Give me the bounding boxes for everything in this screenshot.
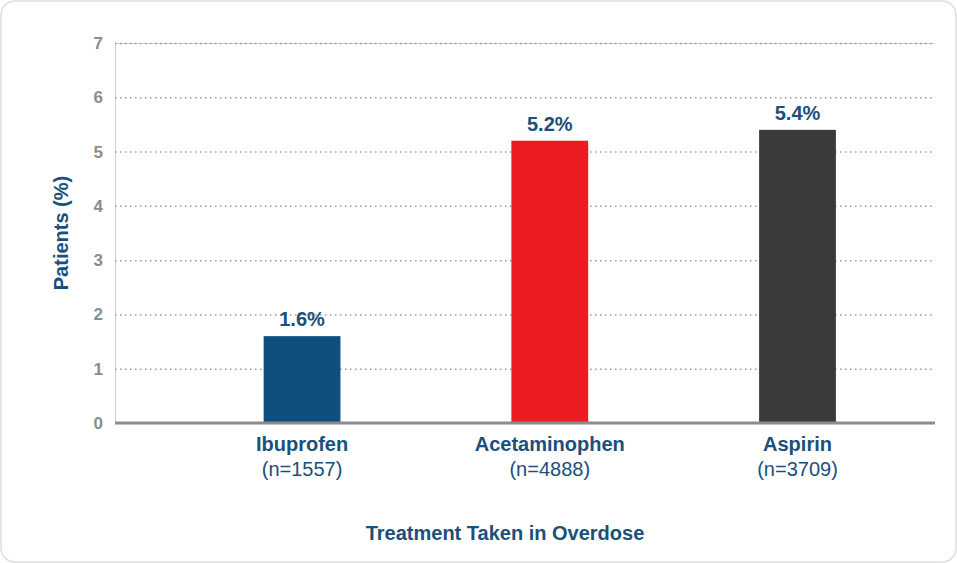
x-axis-title: Treatment Taken in Overdose <box>366 522 645 544</box>
bars <box>264 130 836 423</box>
data-label: 5.4% <box>775 102 821 124</box>
bar <box>264 336 341 423</box>
y-axis-title: Patients (%) <box>50 176 72 290</box>
x-tick: Ibuprofen (n=1557) <box>256 423 348 480</box>
x-tick: Acetaminophen (n=4888) <box>475 423 625 480</box>
x-tick-label-line: (n=1557) <box>262 458 343 480</box>
x-tick: Aspirin (n=3709) <box>757 423 838 480</box>
x-tick-label-line: (n=3709) <box>757 458 838 480</box>
x-tick-label-line: Ibuprofen <box>256 433 348 455</box>
y-tick-label: 6 <box>94 88 103 107</box>
bar <box>511 141 588 423</box>
y-tick-label: 0 <box>94 414 103 433</box>
y-tick-label: 7 <box>94 34 103 53</box>
y-tick-label: 5 <box>94 143 103 162</box>
y-axis: 0 1 2 3 4 5 6 7 <box>94 34 935 433</box>
y-tick-label: 1 <box>94 360 103 379</box>
x-tick-label: Acetaminophen (n=4888) <box>475 433 625 480</box>
data-label: 5.2% <box>527 113 573 135</box>
x-tick-label: Aspirin (n=3709) <box>757 433 838 480</box>
x-tick-label-line: Aspirin <box>763 433 832 455</box>
x-axis: Ibuprofen (n=1557) Acetaminophen (n=4888) As… <box>115 423 935 480</box>
y-tick-label: 2 <box>94 305 103 324</box>
x-axis-line <box>115 422 935 425</box>
x-tick-label-line: (n=4888) <box>509 458 590 480</box>
bar <box>759 130 836 423</box>
frame <box>1 1 956 562</box>
y-axis-line <box>116 44 936 424</box>
x-tick-label: Ibuprofen (n=1557) <box>256 433 348 480</box>
grid-line <box>115 43 935 45</box>
y-tick-label: 4 <box>94 197 104 216</box>
data-label: 1.6% <box>279 308 325 330</box>
chart: 0 1 2 3 4 5 6 7 Ibuprofen (n=1557) Acetaminophen (n… <box>0 0 957 563</box>
y-tick-label: 3 <box>94 251 103 270</box>
y-tick: 7 <box>94 34 935 53</box>
grid-line <box>115 423 935 425</box>
grid-line <box>115 97 935 99</box>
data-labels: 1.6% 5.2% 5.4% <box>279 102 820 330</box>
x-tick-label-line: Acetaminophen <box>475 433 625 455</box>
